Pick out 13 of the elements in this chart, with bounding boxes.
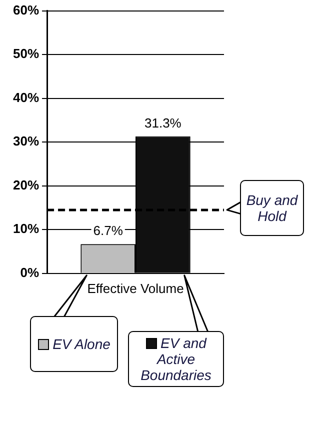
legend-label: EV Alone	[52, 336, 110, 352]
y-tick-label: 0%	[20, 264, 40, 280]
y-tick-label: 30%	[12, 134, 40, 149]
legend-label: EV and Active Boundaries	[140, 335, 212, 383]
data-label: 31.3%	[144, 115, 182, 130]
y-tick-label: 60%	[12, 2, 40, 18]
y-tick-label: 40%	[12, 90, 40, 105]
y-tick-label: 10%	[12, 221, 40, 236]
y-tick-label: 20%	[12, 177, 40, 192]
data-label: 6.7%	[93, 223, 124, 238]
y-tick-label: 50%	[12, 46, 40, 62]
ref-line-label: Buy and Hold	[245, 192, 299, 224]
x-tick-label: Effective Volume	[87, 280, 184, 296]
